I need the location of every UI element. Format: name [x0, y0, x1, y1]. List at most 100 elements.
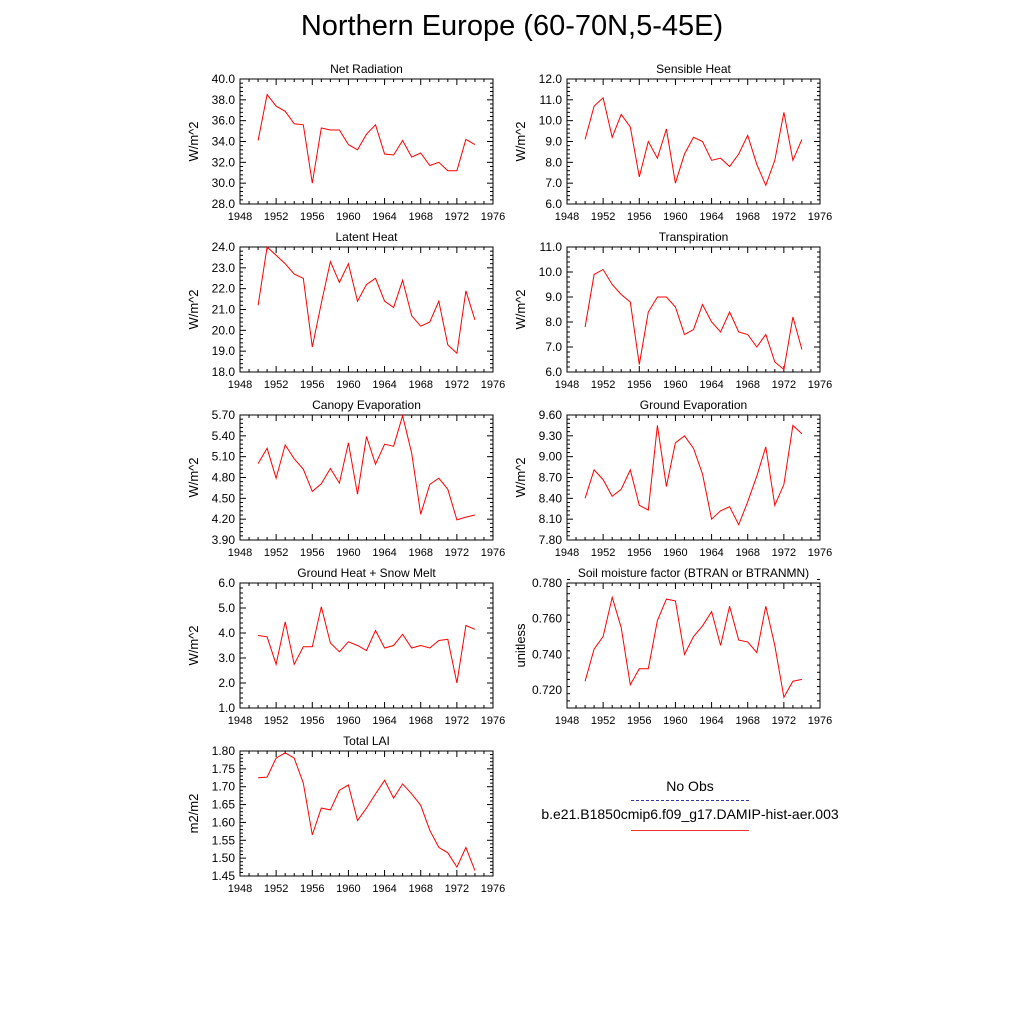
x-tick-label: 1960: [336, 715, 360, 727]
y-tick-label: 8.70: [539, 471, 563, 485]
x-tick-label: 1972: [772, 715, 796, 727]
plot-frame: [239, 414, 494, 541]
x-tick-label: 1972: [445, 547, 469, 559]
chart-panel-1: Net Radiation W/m^2 1948 1952 1956 1960 1964 19…: [186, 62, 505, 223]
y-tick-label: 0.740: [532, 647, 562, 661]
x-tick-label: 1956: [300, 211, 324, 223]
x-tick-label: 1952: [264, 211, 288, 223]
x-tick-label: 1976: [808, 379, 832, 391]
y-tick-label: 0.780: [532, 576, 562, 590]
chart-title: Soil moisture factor (BTRAN or BTRANMN): [578, 566, 809, 580]
y-tick-label: 7.80: [539, 533, 563, 547]
chart-panel-8: Soil moisture factor (BTRAN or BTRANMN) u…: [513, 566, 832, 727]
y-tick-label: 11.0: [540, 240, 563, 254]
x-tick-label: 1976: [481, 715, 505, 727]
x-tick-label: 1972: [445, 379, 469, 391]
y-tick-label: 8.0: [545, 315, 562, 329]
y-tick-label: 1.70: [212, 780, 236, 794]
x-tick-label: 1964: [699, 211, 723, 223]
series-line-1: [584, 268, 803, 371]
y-tick-label: 1.0: [218, 701, 235, 715]
x-tick-label: 1960: [336, 883, 360, 895]
y-tick-label: 6.0: [545, 365, 562, 379]
y-tick-label: 2.0: [218, 676, 235, 690]
x-tick-label: 1948: [555, 715, 579, 727]
plot-frame: [566, 78, 821, 205]
y-axis-label: W/m^2: [513, 289, 528, 329]
x-tick-label: 1964: [372, 379, 396, 391]
y-axis-label: m2/m2: [186, 794, 201, 834]
y-tick-label: 23.0: [212, 261, 236, 275]
chart-panel-6: Ground Evaporation W/m^2 1948 1952 1956 1960 1…: [513, 398, 832, 559]
y-tick-label: 5.0: [218, 601, 235, 615]
x-tick-label: 1952: [591, 379, 615, 391]
y-tick-label: 4.20: [212, 512, 236, 526]
x-tick-label: 1972: [445, 883, 469, 895]
y-tick-label: 3.90: [212, 533, 236, 547]
x-tick-label: 1960: [663, 547, 687, 559]
x-tick-label: 1968: [735, 547, 759, 559]
x-tick-label: 1960: [336, 211, 360, 223]
x-tick-label: 1956: [627, 715, 651, 727]
chart-panel-2: Sensible Heat W/m^2 1948 1952 1956 1960 1964 19…: [513, 62, 832, 223]
y-tick-label: 30.0: [212, 176, 236, 190]
x-tick-label: 1964: [372, 211, 396, 223]
y-tick-label: 5.40: [212, 429, 236, 443]
plot-frame: [566, 414, 821, 541]
x-tick-label: 1972: [445, 211, 469, 223]
x-tick-label: 1968: [408, 883, 432, 895]
series-line-1: [584, 424, 803, 526]
x-tick-label: 1976: [808, 211, 832, 223]
chart-title: Canopy Evaporation: [312, 398, 421, 412]
x-tick-label: 1952: [264, 715, 288, 727]
y-axis-label: W/m^2: [513, 457, 528, 497]
legend-obs-line: [631, 800, 749, 801]
y-tick-label: 22.0: [212, 282, 236, 296]
y-tick-label: 20.0: [212, 323, 236, 337]
x-tick-label: 1968: [408, 715, 432, 727]
x-tick-label: 1964: [372, 547, 396, 559]
y-tick-label: 1.45: [212, 869, 236, 883]
series-line-1: [584, 595, 802, 699]
y-tick-label: 5.10: [212, 450, 236, 464]
x-tick-label: 1968: [735, 715, 759, 727]
y-axis-label: W/m^2: [186, 457, 201, 497]
chart-title: Ground Evaporation: [640, 398, 747, 412]
x-tick-label: 1976: [481, 211, 505, 223]
series-line-1: [257, 245, 476, 355]
x-tick-label: 1964: [372, 883, 396, 895]
series-line-1: [258, 606, 476, 684]
x-tick-label: 1968: [408, 379, 432, 391]
y-tick-label: 9.60: [539, 408, 563, 422]
y-tick-label: 1.60: [212, 815, 236, 829]
x-tick-label: 1956: [627, 379, 651, 391]
chart-title: Ground Heat + Snow Melt: [297, 566, 436, 580]
y-tick-label: 8.0: [545, 155, 562, 169]
legend-model-line: [631, 830, 749, 831]
x-tick-label: 1948: [228, 211, 252, 223]
x-tick-label: 1964: [372, 715, 396, 727]
y-axis-label: W/m^2: [186, 121, 201, 161]
x-tick-label: 1956: [300, 715, 324, 727]
series-line-1: [257, 413, 476, 521]
x-tick-label: 1968: [408, 211, 432, 223]
plot-frame: [566, 246, 821, 373]
y-tick-label: 1.75: [212, 762, 236, 776]
y-axis-label: W/m^2: [513, 121, 528, 161]
y-tick-label: 9.0: [545, 290, 562, 304]
chart-panel-3: Latent Heat W/m^2 1948 1952 1956 1960 1964 1968…: [186, 230, 505, 391]
y-axis-label: unitless: [513, 623, 528, 668]
plot-frame: [239, 246, 494, 373]
x-tick-label: 1956: [627, 547, 651, 559]
x-tick-label: 1952: [264, 547, 288, 559]
y-tick-label: 38.0: [212, 93, 236, 107]
y-tick-label: 10.0: [539, 265, 563, 279]
y-tick-label: 1.50: [212, 851, 236, 865]
x-tick-label: 1960: [336, 379, 360, 391]
series-line-1: [257, 93, 476, 184]
x-tick-label: 1952: [591, 547, 615, 559]
chart-panel-9: Total LAI m2/m2 1948 1952 1956 1960 1964 1968 19…: [186, 734, 505, 895]
x-tick-label: 1964: [699, 715, 723, 727]
